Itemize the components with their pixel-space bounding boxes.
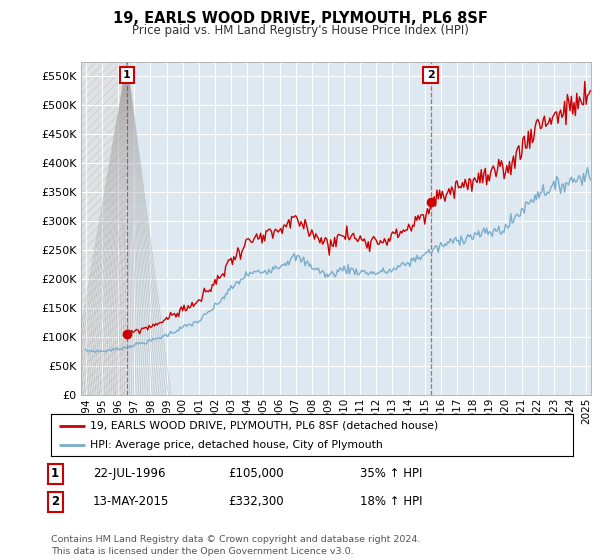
Text: 13-MAY-2015: 13-MAY-2015 [93,495,169,508]
Text: 1: 1 [51,467,59,480]
Text: 18% ↑ HPI: 18% ↑ HPI [360,495,422,508]
Text: 2: 2 [51,495,59,508]
Text: 22-JUL-1996: 22-JUL-1996 [93,467,166,480]
Bar [81,62,127,395]
Text: £332,300: £332,300 [228,495,284,508]
Text: 35% ↑ HPI: 35% ↑ HPI [360,467,422,480]
Text: Contains HM Land Registry data © Crown copyright and database right 2024.
This d: Contains HM Land Registry data © Crown c… [51,535,421,556]
Text: 19, EARLS WOOD DRIVE, PLYMOUTH, PL6 8SF (detached house): 19, EARLS WOOD DRIVE, PLYMOUTH, PL6 8SF … [90,421,439,431]
Text: Price paid vs. HM Land Registry's House Price Index (HPI): Price paid vs. HM Land Registry's House … [131,24,469,36]
Text: 2: 2 [427,70,434,80]
Text: £105,000: £105,000 [228,467,284,480]
Text: HPI: Average price, detached house, City of Plymouth: HPI: Average price, detached house, City… [90,440,383,450]
Text: 1: 1 [123,70,131,80]
Text: 19, EARLS WOOD DRIVE, PLYMOUTH, PL6 8SF: 19, EARLS WOOD DRIVE, PLYMOUTH, PL6 8SF [113,11,487,26]
